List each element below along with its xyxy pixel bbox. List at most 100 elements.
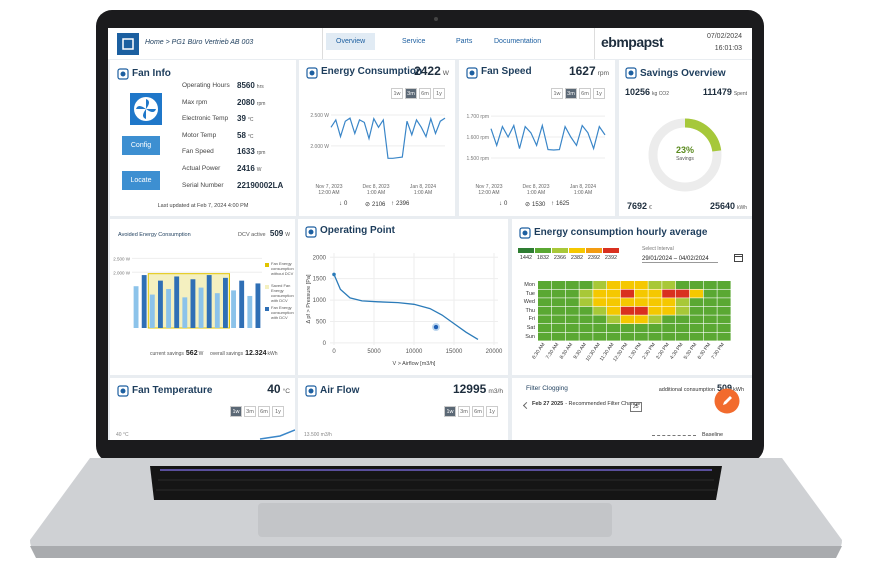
x-tick-label: 20000	[486, 349, 503, 355]
icon-shape	[466, 67, 478, 79]
curve-start	[332, 272, 336, 277]
period-button[interactable]: 6m	[419, 88, 431, 99]
heat-cell	[593, 298, 607, 307]
trend-shape	[259, 429, 295, 440]
x-tick-label: Dec 8, 2023 1:00 AM	[362, 184, 390, 196]
donut-arc	[684, 118, 722, 152]
legend-swatch	[603, 248, 619, 253]
nav-tab[interactable]: Parts	[456, 38, 473, 45]
panel-title: Fan Info	[132, 68, 171, 79]
period-button[interactable]: 1w	[551, 88, 563, 99]
heat-cell	[634, 298, 648, 307]
period-button[interactable]: 1w	[444, 406, 456, 417]
heat-cell	[689, 332, 703, 341]
info-label: Electronic Temp	[182, 115, 229, 123]
icon	[117, 68, 129, 80]
heat-cell	[648, 298, 662, 307]
arrow	[522, 401, 531, 410]
footer-stat: current savings 562W	[150, 350, 203, 357]
icon	[306, 67, 318, 79]
spent-value-value: 111479	[702, 87, 732, 97]
icon-shape	[120, 388, 126, 394]
stat: ⊘ 1530	[525, 201, 545, 208]
period-button[interactable]: 6m	[472, 406, 484, 417]
heat-cell	[607, 281, 621, 289]
nav-tab[interactable]: Documentation	[494, 38, 542, 45]
date-note: - Recommended Filter Change	[565, 401, 641, 407]
heat-cell	[676, 315, 690, 324]
stat: ↑ 2396	[391, 201, 409, 207]
legend-label: Fan Energy consumption without DCV	[271, 261, 294, 276]
nav-tab[interactable]: Overview	[326, 33, 376, 50]
hour-label: 7:30 PM	[710, 342, 726, 361]
nav-tab[interactable]: Service	[402, 38, 426, 45]
y-tick-label: 2.000 W	[310, 144, 329, 150]
heat-cell	[565, 289, 579, 298]
y-tick-label: 1.500 rpm	[466, 156, 489, 162]
interval-value[interactable]: 29/01/2024 – 04/02/2024	[642, 256, 718, 263]
period-button[interactable]: 3m	[565, 88, 577, 99]
trackpad	[258, 503, 612, 537]
x-tick-label: Nov 7, 2023 12:00 AM	[315, 184, 343, 196]
bar	[182, 297, 188, 328]
legend-label: Saved Fan Energy consumption with DCV	[271, 283, 294, 303]
status-value: 509 W	[270, 229, 290, 238]
y-tick-label: 13.500 m3/h	[304, 432, 332, 438]
period-button[interactable]: 1y	[593, 88, 605, 99]
updated-text: Last updated at Feb 7, 2024 4:00 PM	[157, 203, 249, 209]
day-label: Mon	[524, 282, 535, 288]
x-tick-label: 0	[332, 349, 336, 355]
info-value: 22190002LA	[237, 181, 285, 190]
legend-swatch	[552, 248, 568, 253]
edit-button[interactable]	[714, 388, 740, 414]
spent-value-unit: Spent	[733, 91, 747, 97]
y-tick-label: 1500	[313, 277, 327, 283]
legend-label: 1442	[519, 255, 533, 261]
period-button[interactable]: 6m	[579, 88, 591, 99]
stat: ↓ 0	[499, 201, 507, 207]
period-button[interactable]: 6m	[258, 406, 270, 417]
heat-cell	[565, 298, 579, 307]
info-value-unit: hrs	[256, 84, 264, 90]
info-value-unit: rpm	[256, 100, 266, 107]
footer-unit: W	[198, 351, 204, 357]
period-button[interactable]: 1y	[272, 406, 284, 417]
donut-percent: 23%	[675, 145, 695, 155]
period-button[interactable]: 1w	[230, 406, 242, 417]
period-button[interactable]: 1y	[433, 88, 445, 99]
action-button[interactable]: Locate	[122, 171, 160, 190]
period-button[interactable]: 3m	[405, 88, 417, 99]
period-button[interactable]: 3m	[244, 406, 256, 417]
heat-cell	[579, 306, 593, 315]
action-button[interactable]: Config	[122, 136, 160, 155]
stat-symbol: ↑	[551, 201, 554, 207]
heat-cell	[662, 332, 676, 341]
stat-value: 2396	[396, 201, 410, 207]
heat-cell	[620, 315, 634, 324]
heat-cell	[579, 324, 593, 332]
period-button[interactable]: 3m	[458, 406, 470, 417]
legend-swatch	[518, 248, 534, 253]
heat-cell	[676, 298, 690, 307]
filter-date: Feb 27 2025- Recommended Filter Change	[532, 401, 640, 407]
day-label: Sat	[526, 325, 535, 331]
footer-unit: kWh	[267, 351, 278, 357]
y-tick-label: 1.700 rpm	[466, 114, 489, 120]
heat-cell	[607, 332, 621, 341]
savings-panel: Savings Overview 10256 kg CO2 111479 Spent 23…	[619, 60, 752, 216]
stat-value: 1625	[556, 201, 570, 207]
heat-cell	[648, 324, 662, 332]
heat-cell	[689, 306, 703, 315]
icon	[519, 227, 531, 239]
heat-cell	[620, 324, 634, 332]
heat-cell	[538, 332, 552, 341]
heat-cell	[551, 306, 565, 315]
heat-cell	[648, 281, 662, 289]
heat-cell	[703, 298, 717, 307]
period-button[interactable]: 1w	[391, 88, 403, 99]
period-button[interactable]: 1y	[486, 406, 498, 417]
headline-value-value: 1627	[568, 64, 596, 78]
co2-value-unit: kg CO2	[652, 91, 669, 97]
info-value-value: 8560	[237, 81, 255, 90]
stat-symbol: ↑	[391, 201, 394, 207]
